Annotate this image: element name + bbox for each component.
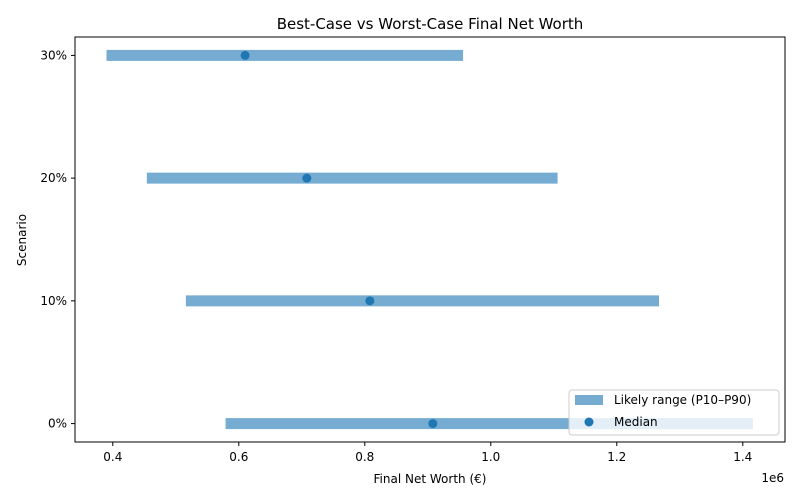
median-point (302, 173, 312, 183)
x-tick-label: 1.0 (481, 450, 500, 464)
x-tick-label: 0.4 (103, 450, 122, 464)
x-axis: 0.4 0.6 0.8 1.0 1.2 1.4 (103, 442, 752, 464)
legend-range-label: Likely range (P10–P90) (614, 393, 751, 407)
plot-area (106, 49, 753, 430)
x-tick-label: 1.2 (607, 450, 626, 464)
y-axis-label: Scenario (15, 214, 29, 266)
y-tick-label: 30% (40, 48, 67, 62)
y-tick-label: 10% (40, 294, 67, 308)
x-offset-label: 1e6 (761, 471, 784, 485)
legend-median-marker (584, 417, 594, 427)
y-axis: 0% 10% 20% 30% (40, 48, 75, 431)
y-tick-label: 0% (48, 417, 67, 431)
legend-median-label: Median (614, 415, 658, 429)
x-tick-label: 0.8 (355, 450, 374, 464)
legend-box (568, 389, 780, 436)
y-tick-label: 20% (40, 171, 67, 185)
x-tick-label: 0.6 (229, 450, 248, 464)
range-bar (146, 172, 558, 184)
chart-title: Best-Case vs Worst-Case Final Net Worth (277, 15, 584, 33)
range-bar (185, 295, 660, 307)
legend: Likely range (P10–P90) Median (568, 389, 780, 436)
x-tick-label: 1.4 (733, 450, 752, 464)
plot-frame (74, 36, 786, 443)
x-axis-label: Final Net Worth (€) (374, 472, 487, 486)
median-point (240, 50, 250, 60)
median-point (365, 296, 375, 306)
legend-range-swatch (575, 395, 603, 405)
range-bar (106, 49, 464, 61)
median-point (428, 419, 438, 429)
range-bar (225, 418, 753, 430)
